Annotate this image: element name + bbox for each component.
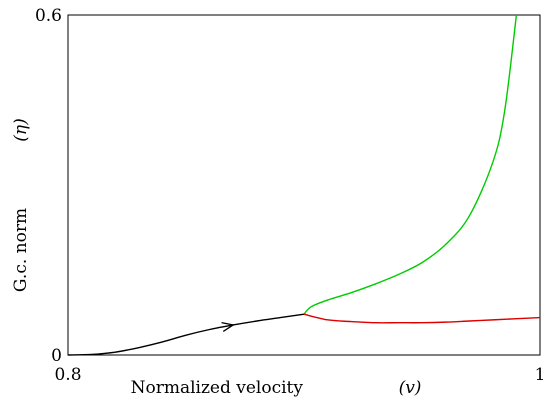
x-tick-label: 1 xyxy=(535,365,546,385)
plot-frame xyxy=(67,14,541,356)
x-tick-label: 0.8 xyxy=(54,365,81,385)
series-line-0 xyxy=(67,313,305,356)
x-axis-label: Normalized velocity xyxy=(131,378,304,398)
tick-labels: 0.8 1 0 0.6 xyxy=(35,6,545,385)
x-axis-symbol: (v) xyxy=(399,378,422,398)
series-line-1 xyxy=(303,14,518,315)
y-axis-label: G.c. norm xyxy=(11,208,31,292)
y-tick-label: 0 xyxy=(51,346,62,366)
y-tick-label: 0.6 xyxy=(35,6,62,26)
ticks xyxy=(67,14,541,356)
series-group xyxy=(67,14,541,356)
direction-arrow xyxy=(221,321,235,333)
y-axis-symbol: (η) xyxy=(11,118,31,141)
series-line-2 xyxy=(303,313,541,324)
